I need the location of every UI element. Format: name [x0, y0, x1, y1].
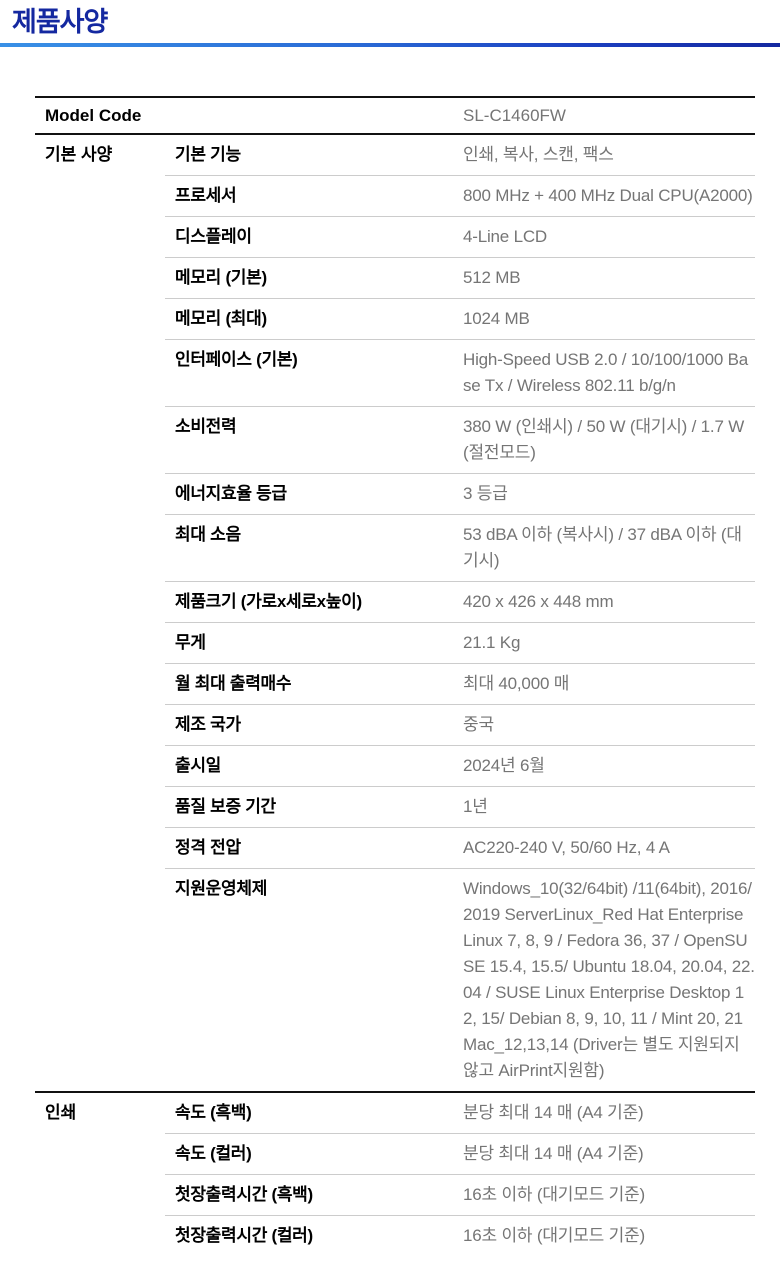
- spec-label: 최대 소음: [175, 525, 241, 544]
- spec-row: 디스플레이 4-Line LCD: [165, 216, 755, 257]
- spec-label: 에너지효율 등급: [175, 484, 287, 503]
- section-rows: 속도 (흑백) 분당 최대 14 매 (A4 기준) 속도 (컬러) 분당 최대…: [165, 1093, 755, 1256]
- spec-label: 제조 국가: [175, 715, 241, 734]
- spec-row: 품질 보증 기간 1년: [165, 786, 755, 827]
- spec-value: 16초 이하 (대기모드 기준): [463, 1226, 645, 1245]
- section-title: 기본 사양: [45, 145, 113, 164]
- product-spec-table: Model Code SL-C1460FW 기본 사양 기본 기능 인쇄, 복사…: [35, 96, 755, 1256]
- spec-label: 무게: [175, 633, 206, 652]
- spec-value: 2024년 6월: [463, 756, 545, 775]
- spec-value: 4-Line LCD: [463, 227, 547, 246]
- spec-row: 첫장출력시간 (컬러) 16초 이하 (대기모드 기준): [165, 1215, 755, 1256]
- model-code-row: Model Code SL-C1460FW: [35, 96, 755, 133]
- spec-label: 속도 (컬러): [175, 1144, 252, 1163]
- spec-value: 인쇄, 복사, 스캔, 팩스: [463, 145, 614, 164]
- spec-row: 최대 소음 53 dBA 이하 (복사시) / 37 dBA 이하 (대기시): [165, 514, 755, 581]
- spec-value: 분당 최대 14 매 (A4 기준): [463, 1103, 644, 1122]
- spec-value: 420 x 426 x 448 mm: [463, 592, 614, 611]
- spec-value: 1년: [463, 797, 488, 816]
- spec-row: 지원운영체제 Windows_10(32/64bit) /11(64bit), …: [165, 868, 755, 1091]
- spec-value: 512 MB: [463, 268, 521, 287]
- spec-row: 정격 전압 AC220-240 V, 50/60 Hz, 4 A: [165, 827, 755, 868]
- spec-value: 16초 이하 (대기모드 기준): [463, 1185, 645, 1204]
- page-title: 제품사양: [12, 7, 108, 37]
- spec-label: 출시일: [175, 756, 222, 775]
- spec-row: 메모리 (기본) 512 MB: [165, 257, 755, 298]
- spec-value: Windows_10(32/64bit) /11(64bit), 2016/ 2…: [463, 879, 755, 1080]
- spec-label: 인터페이스 (기본): [175, 350, 298, 369]
- spec-row: 월 최대 출력매수 최대 40,000 매: [165, 663, 755, 704]
- spec-label: 속도 (흑백): [175, 1103, 252, 1122]
- spec-row: 메모리 (최대) 1024 MB: [165, 298, 755, 339]
- section-title: 인쇄: [45, 1103, 77, 1122]
- spec-row: 출시일 2024년 6월: [165, 745, 755, 786]
- spec-value: 1024 MB: [463, 309, 530, 328]
- spec-label: 메모리 (기본): [175, 268, 267, 287]
- spec-label: 지원운영체제: [175, 879, 268, 898]
- section-rows: 기본 기능 인쇄, 복사, 스캔, 팩스 프로세서 800 MHz + 400 …: [165, 135, 755, 1091]
- spec-row: 소비전력 380 W (인쇄시) / 50 W (대기시) / 1.7 W (절…: [165, 406, 755, 473]
- spec-value: 분당 최대 14 매 (A4 기준): [463, 1144, 644, 1163]
- spec-label: 첫장출력시간 (컬러): [175, 1226, 313, 1245]
- spec-row: 무게 21.1 Kg: [165, 622, 755, 663]
- spec-label: 메모리 (최대): [175, 309, 267, 328]
- spec-label: 첫장출력시간 (흑백): [175, 1185, 313, 1204]
- spec-label: 기본 기능: [175, 145, 241, 164]
- spec-row: 인터페이스 (기본) High-Speed USB 2.0 / 10/100/1…: [165, 339, 755, 406]
- spec-row: 첫장출력시간 (흑백) 16초 이하 (대기모드 기준): [165, 1174, 755, 1215]
- model-code-value: SL-C1460FW: [463, 106, 566, 125]
- spec-value: AC220-240 V, 50/60 Hz, 4 A: [463, 838, 670, 857]
- spec-row: 속도 (컬러) 분당 최대 14 매 (A4 기준): [165, 1133, 755, 1174]
- spec-value: 800 MHz + 400 MHz Dual CPU(A2000): [463, 186, 753, 205]
- section-print-specs: 인쇄 속도 (흑백) 분당 최대 14 매 (A4 기준) 속도 (컬러) 분당…: [35, 1091, 755, 1256]
- spec-value: 21.1 Kg: [463, 633, 521, 652]
- spec-value: 53 dBA 이하 (복사시) / 37 dBA 이하 (대기시): [463, 525, 742, 570]
- spec-row: 제품크기 (가로x세로x높이) 420 x 426 x 448 mm: [165, 581, 755, 622]
- spec-row: 프로세서 800 MHz + 400 MHz Dual CPU(A2000): [165, 175, 755, 216]
- spec-row: 에너지효율 등급 3 등급: [165, 473, 755, 514]
- section-basic-specs: 기본 사양 기본 기능 인쇄, 복사, 스캔, 팩스 프로세서 800 MHz …: [35, 133, 755, 1091]
- model-code-label: Model Code: [45, 106, 142, 125]
- spec-label: 소비전력: [175, 417, 237, 436]
- spec-label: 정격 전압: [175, 838, 241, 857]
- spec-value: 380 W (인쇄시) / 50 W (대기시) / 1.7 W (절전모드): [463, 417, 745, 462]
- page-header: 제품사양: [0, 0, 780, 47]
- spec-value: 최대 40,000 매: [463, 674, 570, 693]
- spec-value: 중국: [463, 715, 494, 734]
- spec-value: High-Speed USB 2.0 / 10/100/1000 Base Tx…: [463, 350, 749, 395]
- spec-label: 품질 보증 기간: [175, 797, 276, 816]
- spec-value: 3 등급: [463, 484, 508, 503]
- spec-label: 제품크기 (가로x세로x높이): [175, 592, 362, 611]
- spec-row: 기본 기능 인쇄, 복사, 스캔, 팩스: [165, 135, 755, 175]
- spec-label: 월 최대 출력매수: [175, 674, 292, 693]
- spec-row: 제조 국가 중국: [165, 704, 755, 745]
- spec-label: 프로세서: [175, 186, 237, 205]
- spec-row: 속도 (흑백) 분당 최대 14 매 (A4 기준): [165, 1093, 755, 1133]
- accent-divider-line: [0, 43, 780, 47]
- spec-label: 디스플레이: [175, 227, 252, 246]
